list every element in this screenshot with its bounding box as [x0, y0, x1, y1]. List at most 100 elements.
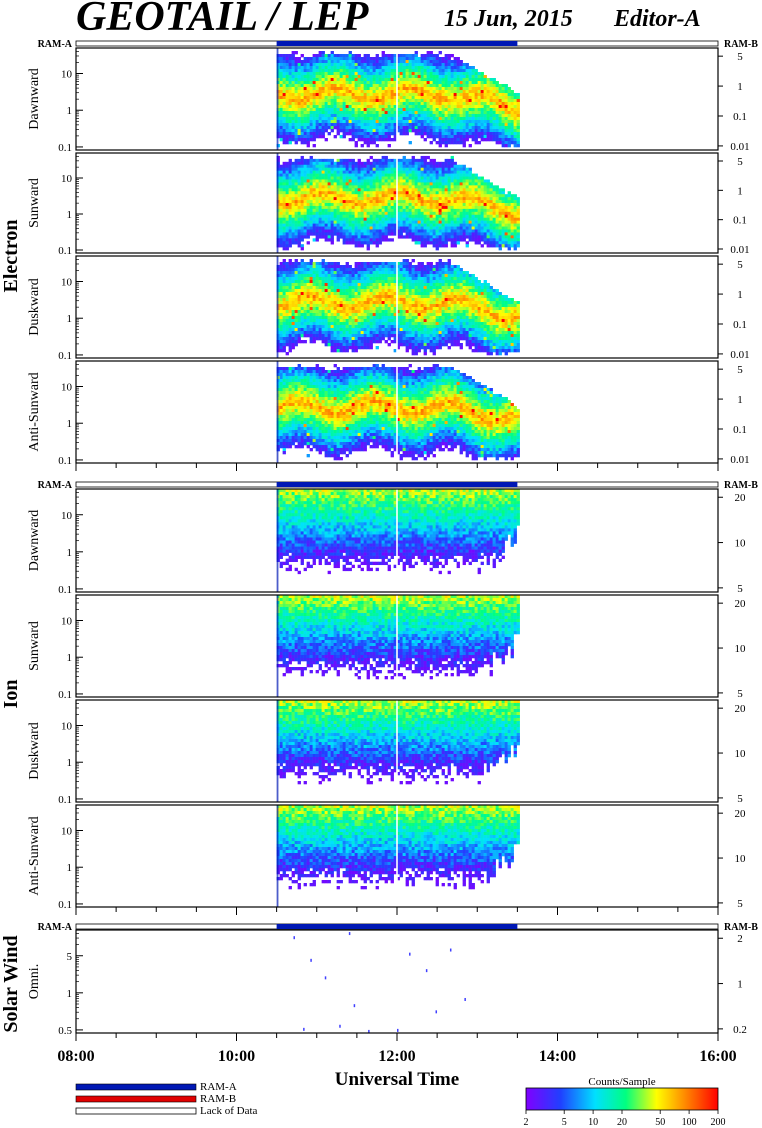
spectrogram-cell [357, 208, 361, 213]
spectrogram-cell [321, 185, 325, 189]
spectrogram-cell [408, 81, 412, 85]
spectrogram-cell [348, 114, 352, 118]
spectrogram-cell [471, 114, 475, 118]
spectrogram-cell [282, 90, 286, 94]
spectrogram-cell [393, 226, 397, 230]
spectrogram-cell [456, 205, 460, 210]
spectrogram-cell [327, 102, 331, 106]
spectrogram-cell [477, 96, 481, 100]
spectrogram-cell [324, 214, 328, 219]
spectrogram-cell [420, 217, 424, 221]
spectrogram-cell [297, 340, 301, 344]
spectrogram-cell [423, 161, 427, 166]
spectrogram-cell [438, 217, 442, 221]
spectrogram-cell [309, 322, 313, 326]
spectrogram-cell [390, 211, 394, 216]
spectrogram-cell [384, 173, 388, 177]
spectrogram-cell [504, 211, 508, 216]
spectrogram-cell [357, 108, 361, 112]
spectrogram-cell [450, 158, 454, 163]
spectrogram-cell [333, 173, 337, 177]
spectrogram-cell [441, 129, 445, 133]
spectrogram-cell [330, 217, 334, 221]
spectrogram-cell [369, 114, 373, 118]
spectrogram-cell [414, 223, 418, 227]
spectrogram-cell [414, 229, 418, 233]
spectrogram-cell [348, 185, 352, 189]
spectrogram-cell [423, 188, 427, 192]
spectrogram-cell [363, 129, 367, 133]
spectrogram-cell [294, 283, 298, 287]
spectrogram-cell [324, 319, 328, 323]
spectrogram-cell [375, 217, 379, 221]
spectrogram-cell [435, 75, 439, 79]
spectrogram-cell [309, 129, 313, 133]
spectrogram-cell [306, 114, 310, 118]
spectrogram-cell [282, 319, 286, 323]
spectrogram-cell [285, 176, 289, 180]
spectrogram-cell [369, 78, 373, 82]
spectrogram-cell [513, 247, 517, 251]
spectrogram-cell [414, 117, 418, 121]
spectrogram-cell [387, 123, 391, 127]
spectrogram-cell [408, 208, 412, 213]
spectrogram-cell [504, 241, 508, 245]
spectrogram-cell [309, 81, 313, 85]
spectrogram-cell [354, 220, 358, 224]
spectrogram-cell [363, 220, 367, 224]
spectrogram-cell [507, 117, 511, 121]
spectrogram-cell [336, 129, 340, 133]
spectrogram-cell [381, 114, 385, 118]
spectrogram-cell [381, 108, 385, 112]
spectrogram-cell [459, 211, 463, 216]
spectrogram-cell [402, 90, 406, 94]
spectrogram-cell [450, 63, 454, 67]
spectrogram-cell [282, 334, 286, 338]
spectrogram-cell [285, 313, 289, 317]
spectrogram-cell [372, 223, 376, 227]
spectrogram-cell [513, 197, 517, 201]
spectrogram-cell [300, 99, 304, 103]
spectrogram-cell [408, 211, 412, 216]
spectrogram-cell [420, 229, 424, 233]
spectrogram-cell [441, 60, 445, 64]
spectrogram-cell [453, 72, 457, 76]
spectrogram-cell [435, 114, 439, 118]
spectrogram-cell [435, 197, 439, 201]
spectrogram-cell [450, 84, 454, 88]
spectrogram-cell [450, 81, 454, 85]
spectrogram-cell [435, 173, 439, 177]
spectrogram-cell [465, 208, 469, 213]
spectrogram-cell [303, 96, 307, 100]
spectrogram-cell [405, 129, 409, 133]
spectrogram-cell [354, 141, 358, 145]
spectrogram-cell [405, 203, 409, 207]
spectrogram-cell [306, 316, 310, 320]
spectrogram-cell [333, 179, 337, 183]
spectrogram-cell [426, 120, 430, 124]
spectrogram-cell [339, 185, 343, 189]
spectrogram-cell [279, 295, 283, 299]
spectrogram-cell [303, 316, 307, 320]
spectrogram-cell [444, 108, 448, 112]
spectrogram-cell [372, 167, 376, 171]
spectrogram-cell [309, 307, 313, 311]
spectrogram-cell [288, 214, 292, 219]
spectrogram-cell [300, 96, 304, 100]
spectrogram-cell [447, 126, 451, 130]
spectrogram-cell [336, 105, 340, 109]
spectrogram-cell [420, 63, 424, 67]
spectrogram-cell [300, 280, 304, 284]
spectrogram-cell [420, 108, 424, 112]
spectrogram-cell [348, 72, 352, 76]
spectrogram-cell [288, 223, 292, 227]
data-start-edge [276, 48, 279, 150]
spectrogram-cell [282, 220, 286, 224]
spectrogram-cell [366, 203, 370, 207]
spectrogram-cell [315, 179, 319, 183]
spectrogram-cell [387, 205, 391, 210]
spectrogram-cell [420, 54, 424, 58]
spectrogram-cell [378, 114, 382, 118]
spectrogram-cell [372, 203, 376, 207]
spectrogram-cell [468, 194, 472, 198]
